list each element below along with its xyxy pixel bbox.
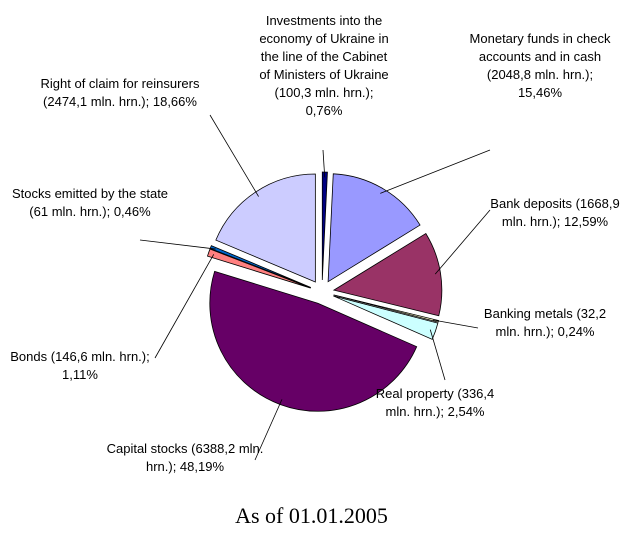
category-label: Monetary funds in check accounts and in … [469,31,611,64]
slice-label: Bonds (146,6 mln. hrn.); 1,11% [5,348,155,384]
slice-label: Bank deposits (1668,9 mln. hrn.); 12,59% [485,195,623,231]
value-label: (61 mln. hrn.); 0,46% [29,204,151,219]
pie-slice [206,248,311,289]
leader-line [154,254,215,359]
value-label: (146,6 mln. hrn.); 1,11% [50,349,150,382]
slice-label: Stocks emitted by the state (61 mln. hrn… [5,185,175,221]
pie-slice [321,171,328,281]
chart-title: As of 01.01.2005 [235,503,388,528]
leader-line [254,399,283,461]
value-label: (2474,1 mln. hrn.); 18,66% [43,94,197,109]
value-label: (32,2 mln. hrn.); 0,24% [495,306,607,339]
category-label: Right of claim for reinsurers [40,76,200,91]
category-label: Capital stocks [106,441,188,456]
value-label: (336,4 mln. hrn.); 2,54% [385,386,495,419]
category-label: Investments into the economy of Ukraine … [259,13,389,82]
leader-line [434,209,491,275]
category-label: Bonds [10,349,48,364]
leader-line [380,149,491,194]
slice-label: Real property (336,4 mln. hrn.); 2,54% [370,385,500,421]
category-label: Real property [375,386,454,401]
slice-label: Right of claim for reinsurers (2474,1 ml… [20,75,220,111]
value-label: (2048,8 mln. hrn.); 15,46% [486,67,594,100]
value-label: (6388,2 mln. hrn.); 48,19% [145,441,264,474]
leader-line [209,114,259,197]
slice-label: Investments into the economy of Ukraine … [258,12,390,120]
slice-label: Monetary funds in check accounts and in … [465,30,615,102]
leader-line [433,319,479,329]
leader-line [139,239,216,250]
leader-line [429,329,446,381]
category-label: Bank deposits [490,196,572,211]
pie-slice [333,295,439,340]
value-label: (1668,9 mln. hrn.); 12,59% [501,196,620,229]
pie-slice [327,173,421,283]
pie-slice [332,232,443,317]
leader-line [322,149,326,178]
slice-label: Capital stocks (6388,2 mln. hrn.); 48,19… [100,440,270,476]
value-label: (100,3 mln. hrn.); 0,76% [274,85,374,118]
pie-slice [215,173,316,283]
category-label: Banking metals [483,306,573,321]
slice-label: Banking metals (32,2 mln. hrn.); 0,24% [475,305,615,341]
category-label: Stocks emitted by the state [11,186,169,201]
